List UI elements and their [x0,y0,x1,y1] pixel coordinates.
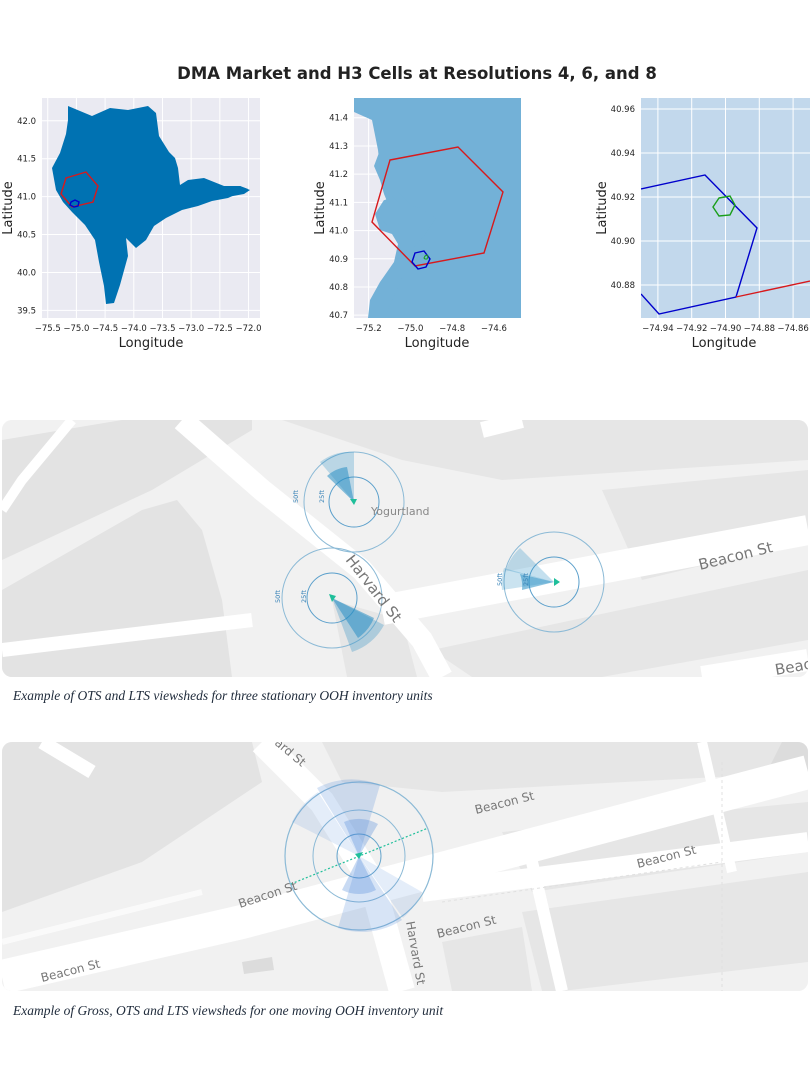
x-tick-label: −72.0 [235,324,261,334]
y-axis-label: Latitude [595,181,610,235]
x-tick-label: −72.5 [207,324,233,334]
caption-map2: Example of Gross, OTS and LTS viewsheds … [13,1003,444,1018]
y-tick-label: 41.5 [17,155,36,165]
street-label-beacon-partial: Beac [774,655,808,677]
x-axis-label: Longitude [692,336,757,351]
x-tick-label: −74.6 [481,324,507,334]
figure-title: DMA Market and H3 Cells at Resolutions 4… [177,64,657,83]
ring-label-inner: 25ft [300,590,308,603]
ring-label-outer: 50ft [292,490,300,503]
h3-plots: −75.5 −75.0 −74.5 −74.0 −73.5 −73.0 −72.5 −72.0… [1,98,810,351]
axis-ticks: −75.5 −75.0 −74.5 −74.0 −73.5 −73.0 −72.5 −72.0… [17,117,261,334]
ring-label-outer: 50ft [274,590,282,603]
y-tick-label: 40.9 [329,255,348,265]
res6-hex [69,199,80,208]
x-tick-label: −74.5 [92,324,118,334]
res6-hex [641,174,758,315]
x-tick-label: −74.86 [777,324,808,334]
viewshed-unit-3: 50ft 25ft [496,531,605,633]
ring-label-inner: 25ft [318,490,326,503]
res4-hex [371,146,504,267]
x-tick-label: −75.0 [63,324,89,334]
x-tick-label: −75.0 [397,324,423,334]
y-tick-label: 41.2 [329,170,348,180]
x-tick-label: −73.5 [149,324,175,334]
caption-map1: Example of OTS and LTS viewsheds for thr… [13,688,433,703]
subplot-res6: −75.2 −75.0 −74.8 −74.6 40.7 40.8 40.9 41.0 41.1… [313,98,521,351]
dma-region [52,106,248,304]
viewshed-unit-2: 50ft 25ft [274,547,384,652]
poi-label: Yogurtland [370,505,430,518]
y-tick-label: 40.0 [17,268,36,278]
y-tick-label: 40.92 [611,193,635,203]
y-tick-label: 42.0 [17,117,36,127]
marker[interactable] [329,594,336,602]
marker[interactable] [350,499,357,505]
axis-ticks: −74.94 −74.92 −74.90 −74.88 −74.86 40.88 40.90… [611,105,809,334]
y-tick-label: 41.3 [329,142,348,152]
y-tick-label: 40.7 [329,311,348,321]
x-tick-label: −74.0 [121,324,147,334]
x-axis-label: Longitude [119,336,184,351]
x-tick-label: −74.92 [676,324,707,334]
y-tick-label: 41.0 [329,227,348,237]
res6-hex [411,250,431,270]
subplot-res8: −74.94 −74.92 −74.90 −74.88 −74.86 40.88 40.90… [595,98,810,351]
y-axis-label: Latitude [1,181,16,235]
x-axis-label: Longitude [405,336,470,351]
dma-region-fill [354,98,521,318]
y-tick-label: 40.96 [611,105,635,115]
x-tick-label: −73.0 [178,324,204,334]
y-tick-label: 40.5 [17,231,36,241]
y-tick-label: 41.4 [329,114,348,124]
y-tick-label: 39.5 [17,306,36,316]
map-canvas: ard St Beacon St Beacon St Beacon St Bea… [2,742,808,991]
x-tick-label: −75.5 [35,324,61,334]
street-map-stationary: 50ft 25ft 50ft 25ft 50ft 25ft Yogurtland… [2,420,808,677]
map-canvas: 50ft 25ft 50ft 25ft 50ft 25ft Yogurtland… [2,420,808,677]
x-tick-label: −74.8 [439,324,465,334]
x-tick-label: −74.90 [710,324,741,334]
y-tick-label: 40.94 [611,149,635,159]
y-tick-label: 40.90 [611,237,635,247]
axis-ticks: −75.2 −75.0 −74.8 −74.6 40.7 40.8 40.9 41.0 41.1… [329,114,507,334]
viewshed-unit-1: 50ft 25ft [292,451,405,553]
res4-hex [60,171,99,208]
y-tick-label: 41.1 [329,198,348,208]
subplot-res4: −75.5 −75.0 −74.5 −74.0 −73.5 −73.0 −72.5 −72.0… [1,98,262,351]
viewshed-moving-unit [284,779,434,932]
y-axis-label: Latitude [313,181,328,235]
x-tick-label: −75.2 [356,324,382,334]
ring-label-inner: 25ft [522,573,530,586]
y-tick-label: 41.0 [17,193,36,203]
y-tick-label: 40.88 [611,281,635,291]
x-tick-label: −74.88 [744,324,775,334]
street-map-moving: ard St Beacon St Beacon St Beacon St Bea… [2,742,808,991]
res4-hex [735,280,810,298]
marker[interactable] [355,852,363,859]
ring-label-outer: 50ft [496,573,504,586]
res8-hex [712,195,736,217]
x-tick-label: −74.94 [642,324,673,334]
y-tick-label: 40.8 [329,283,348,293]
marker[interactable] [554,578,560,586]
res8-hex [423,254,429,260]
long-island [150,186,250,222]
